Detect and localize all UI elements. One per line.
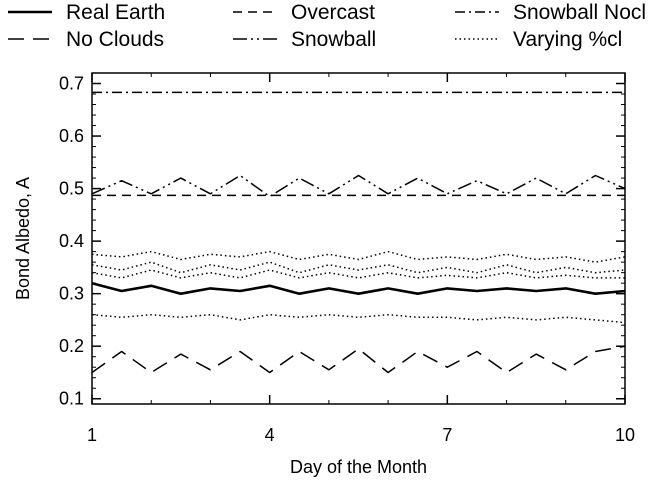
series-line-real-earth: [91, 281, 626, 295]
series-line-varying-cl: [91, 261, 626, 274]
x-tick-label: 1: [87, 425, 97, 445]
y-tick-label: 0.4: [59, 231, 84, 251]
legend-label: Overcast: [291, 1, 375, 24]
legend-label: Snowball: [291, 28, 376, 51]
legend: Real Earth No Clouds Overcast Snowball Snowb…: [8, 1, 646, 51]
series-line-no-clouds: [91, 345, 626, 374]
series-layer: [91, 91, 626, 374]
x-tick-label: 4: [265, 425, 275, 445]
legend-label: Real Earth: [66, 1, 165, 24]
y-tick-label: 0.6: [59, 126, 84, 146]
legend-label: Snowball Nocl: [513, 1, 646, 24]
plot-frame: [91, 72, 626, 405]
legend-item: Varying %cl: [455, 28, 622, 51]
series-line-varying-cl: [91, 313, 626, 324]
y-tick-label: 0.3: [59, 284, 84, 304]
series-line-varying-cl: [91, 250, 626, 263]
y-tick-label: 0.2: [59, 336, 84, 356]
legend-item: Snowball Nocl: [455, 1, 646, 24]
legend-label: No Clouds: [66, 28, 164, 51]
series-line-snowball: [91, 174, 626, 198]
legend-label: Varying %cl: [513, 28, 622, 51]
y-tick-label: 0.5: [59, 179, 84, 199]
x-tick-label: 7: [442, 425, 452, 445]
series-line-varying-cl: [91, 269, 625, 279]
legend-item: Overcast: [233, 1, 375, 24]
y-tick-label: 0.1: [59, 389, 84, 409]
x-tick-label: 10: [615, 425, 635, 445]
x-axis-label: Day of the Month: [290, 457, 427, 477]
axis-ticks: 0.1 0.2 0.3 0.4 0.5 0.6 0.7 1 4 7 10: [59, 73, 635, 445]
legend-item: No Clouds: [8, 28, 164, 51]
legend-item: Real Earth: [8, 1, 165, 24]
y-tick-label: 0.7: [59, 74, 84, 94]
y-axis-label: Bond Albedo, A: [13, 177, 33, 300]
legend-item: Snowball: [233, 28, 376, 51]
